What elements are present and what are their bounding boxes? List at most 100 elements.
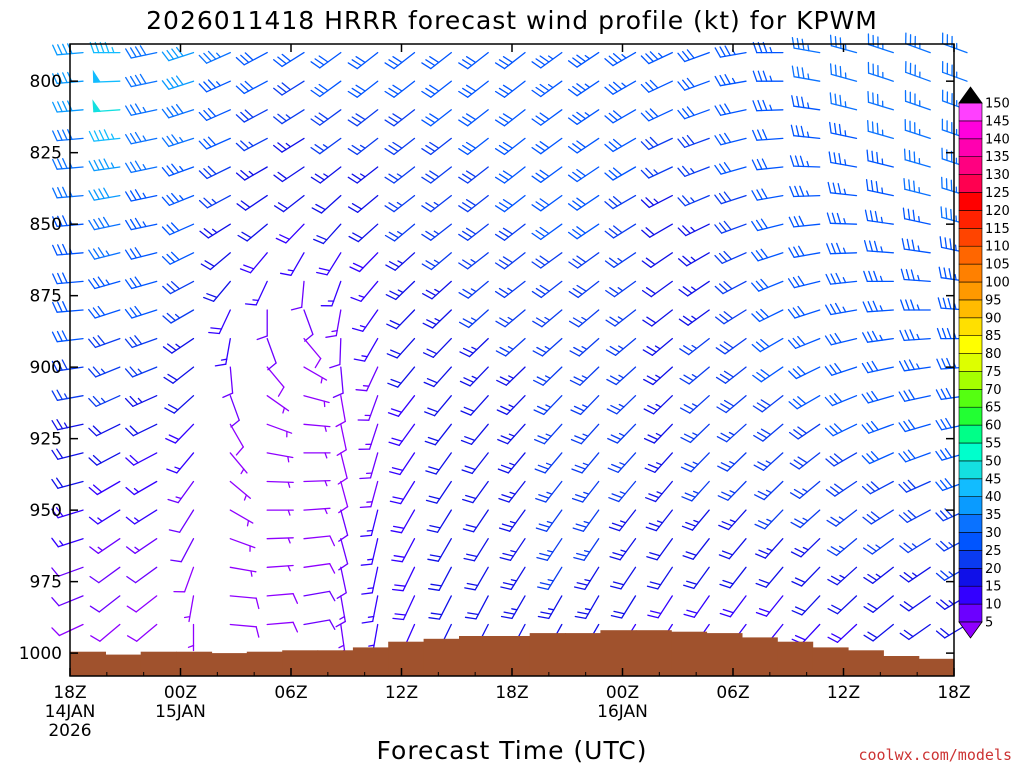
- wind-barb: [279, 252, 305, 276]
- wind-barb: [863, 270, 894, 283]
- wind-barb: [904, 90, 931, 111]
- terrain-block: [140, 651, 177, 676]
- wind-barb: [899, 623, 931, 641]
- wind-barb: [788, 423, 821, 440]
- wind-barb: [126, 566, 158, 584]
- wind-barb: [677, 252, 710, 267]
- wind-barb: [275, 223, 305, 244]
- wind-barb: [791, 566, 821, 587]
- colorbar-cell: [958, 263, 983, 283]
- wind-barb: [161, 163, 195, 177]
- wind-barb: [752, 70, 784, 82]
- colorbar-label: 110: [985, 240, 1010, 255]
- wind-barb: [791, 36, 821, 54]
- wind-barb: [125, 189, 158, 202]
- credit-link[interactable]: coolwx.com/models: [858, 746, 1012, 764]
- wind-barb: [714, 74, 747, 87]
- wind-barb: [203, 280, 231, 302]
- wind-barb: [643, 395, 673, 415]
- wind-barb: [303, 590, 336, 602]
- x-tick-label: 2026: [48, 721, 91, 741]
- wind-barb: [266, 423, 293, 438]
- wind-barb: [89, 566, 121, 584]
- wind-barb: [229, 423, 244, 456]
- wind-barb: [126, 623, 158, 642]
- colorbar-label: 55: [985, 437, 1002, 452]
- colorbar-label: 30: [985, 526, 1002, 541]
- wind-barb: [861, 360, 894, 374]
- wind-barb: [683, 566, 710, 590]
- x-tick-label: 00Z: [164, 683, 197, 703]
- wind-barb: [391, 538, 416, 563]
- y-tick-label: 975: [30, 573, 62, 593]
- wind-barb: [161, 75, 195, 90]
- wind-barb: [677, 223, 710, 237]
- wind-barb: [789, 452, 821, 470]
- x-tick-label: 15JAN: [155, 702, 206, 722]
- x-tick-label: 18Z: [53, 683, 86, 703]
- wind-barb: [496, 366, 526, 386]
- wind-barb: [719, 566, 747, 589]
- wind-barb: [458, 309, 489, 329]
- wind-barb: [604, 80, 637, 95]
- x-tick-label: 12Z: [827, 683, 860, 703]
- wind-barb: [266, 366, 285, 397]
- wind-barb: [125, 423, 158, 437]
- colorbar-cell: [958, 210, 983, 229]
- wind-barb: [567, 166, 600, 183]
- colorbar-label: 85: [985, 329, 1002, 344]
- wind-barb: [384, 194, 416, 213]
- wind-barb: [904, 119, 931, 140]
- wind-barb: [90, 623, 121, 642]
- terrain-block: [105, 654, 142, 676]
- wind-barb: [52, 186, 84, 199]
- wind-barb: [303, 507, 331, 515]
- wind-barb: [384, 51, 416, 70]
- wind-barb: [567, 51, 600, 68]
- colorbar-cell: [958, 245, 983, 265]
- wind-barb: [604, 137, 637, 153]
- wind-barb: [350, 280, 379, 302]
- colorbar-label: 75: [985, 365, 1002, 380]
- wind-barb: [51, 330, 84, 343]
- wind-barb: [199, 223, 231, 239]
- x-tick-label: 18Z: [937, 683, 970, 703]
- wind-barb: [718, 538, 747, 560]
- surface-terrain-layer: [70, 630, 955, 676]
- wind-barb: [161, 46, 195, 62]
- wind-barb: [51, 566, 84, 577]
- wind-barb: [605, 309, 637, 327]
- terrain-block: [847, 650, 884, 676]
- wind-barb: [829, 92, 858, 111]
- wind-barb: [903, 148, 931, 168]
- terrain-block: [529, 633, 566, 676]
- wind-barb: [313, 223, 342, 245]
- wind-barb: [569, 366, 600, 386]
- wind-barb: [642, 337, 673, 356]
- colorbar-cell: [958, 603, 983, 623]
- wind-barb: [900, 299, 931, 311]
- wind-barb: [494, 109, 526, 127]
- wind-barb: [51, 477, 84, 489]
- wind-barb: [348, 223, 379, 243]
- wind-barb: [198, 165, 231, 180]
- wind-barb: [198, 107, 231, 121]
- wind-barb: [867, 33, 894, 54]
- wind-barb: [311, 194, 342, 214]
- wind-barb: [898, 449, 931, 463]
- y-tick-label: 1000: [19, 644, 62, 664]
- wind-barb: [458, 166, 489, 184]
- colorbar-label: 95: [985, 293, 1002, 308]
- wind-barb: [200, 252, 231, 271]
- wind-barb: [273, 51, 305, 68]
- wind-barb: [52, 272, 84, 285]
- wind-barb: [421, 137, 452, 156]
- wind-barb: [677, 134, 710, 148]
- y-tick-label: 875: [30, 287, 62, 307]
- wind-barb: [789, 480, 821, 499]
- wind-barb: [303, 337, 322, 369]
- wind-barb: [791, 65, 821, 82]
- wind-barb: [347, 166, 379, 184]
- terrain-block: [883, 656, 920, 676]
- wind-barb: [421, 166, 452, 184]
